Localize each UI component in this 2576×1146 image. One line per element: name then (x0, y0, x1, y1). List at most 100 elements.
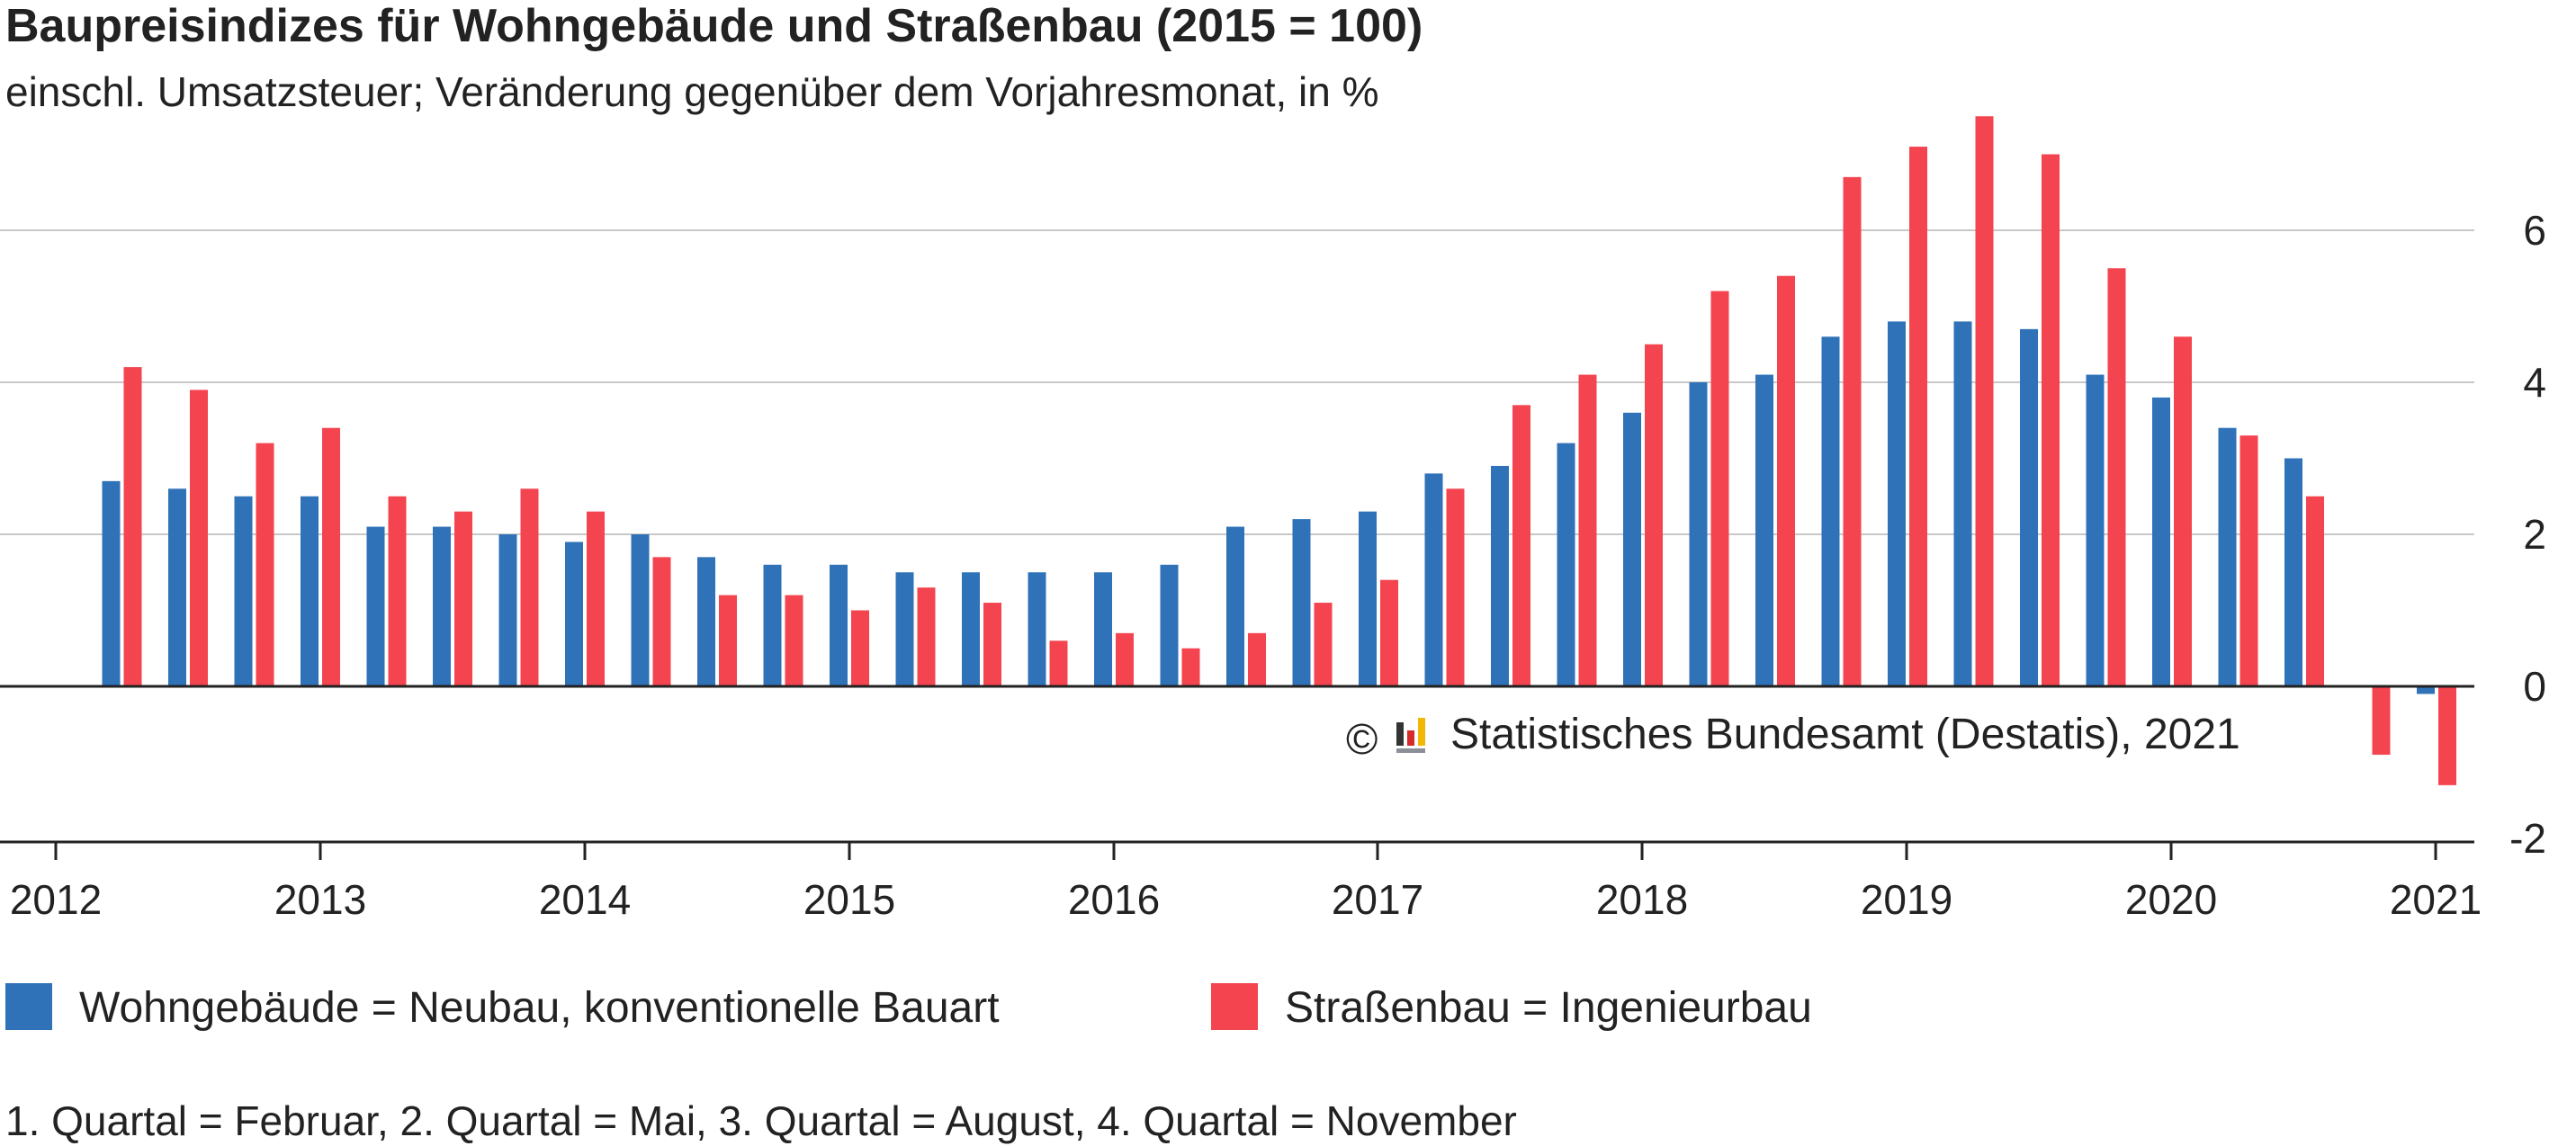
bar-strassenbau-2020-q2 (2239, 435, 2258, 686)
bar-strassenbau-2017-q1 (1380, 579, 1398, 686)
bar-strassenbau-2018-q4 (1843, 176, 1862, 687)
bar-wohngebaeude-2018-q4 (1821, 336, 1840, 686)
quarter-note: 1. Quartal = Februar, 2. Quartal = Mai, … (5, 1097, 1517, 1144)
bar-wohngebaeude-2017-q1 (1359, 511, 1377, 686)
y-tick-label-2: 2 (2523, 511, 2546, 558)
bar-wohngebaeude-2019-q2 (1953, 321, 1972, 686)
bar-wohngebaeude-2016-q2 (1160, 564, 1179, 686)
y-tick-label--2: -2 (2509, 815, 2546, 862)
bar-strassenbau-2013-q2 (388, 496, 407, 686)
bar-strassenbau-2021-q1 (2438, 686, 2456, 785)
chart-subtitle: einschl. Umsatzsteuer; Veränderung gegen… (5, 68, 1379, 115)
bar-wohngebaeude-2012-q3 (168, 488, 186, 686)
bar-strassenbau-2019-q2 (1975, 116, 1994, 686)
bar-strassenbau-2019-q1 (1909, 147, 1927, 687)
bar-wohngebaeude-2014-q4 (763, 564, 782, 686)
bar-wohngebaeude-2016-q1 (1094, 572, 1112, 686)
y-tick-label-0: 0 (2523, 663, 2546, 710)
bar-wohngebaeude-2013-q1 (301, 496, 319, 686)
bar-wohngebaeude-2013-q2 (366, 526, 385, 686)
destatis-logo-icon (1396, 718, 1425, 753)
x-tick-label-2021: 2021 (2390, 876, 2482, 923)
y-tick-labels: 6 4 2 0 -2 (2509, 207, 2546, 862)
x-tick-label-2019: 2019 (1861, 876, 1952, 923)
bar-strassenbau-2015-q1 (851, 610, 869, 686)
bar-strassenbau-2016-q4 (1314, 603, 1333, 686)
bar-wohngebaeude-2017-q4 (1557, 443, 1575, 686)
legend-label-wohngebaeude: Wohngebäude = Neubau, konventionelle Bau… (79, 984, 1000, 1032)
bar-strassenbau-2015-q3 (983, 603, 1001, 686)
x-tick-label-2014: 2014 (539, 876, 631, 923)
legend-swatch-strassenbau (1211, 983, 1258, 1030)
bar-strassenbau-2016-q1 (1116, 632, 1134, 686)
bar-strassenbau-2019-q4 (2107, 268, 2126, 686)
source-credit: © Statistisches Bundesamt (Destatis), 20… (1346, 711, 2240, 764)
bar-wohngebaeude-2018-q3 (1755, 374, 1773, 686)
bar-strassenbau-2017-q3 (1512, 405, 1530, 686)
y-tick-label-6: 6 (2523, 207, 2546, 254)
bar-strassenbau-2017-q4 (1578, 374, 1597, 686)
bar-wohngebaeude-2014-q2 (631, 534, 650, 686)
bar-wohngebaeude-2019-q3 (2020, 328, 2038, 686)
bar-strassenbau-2012-q2 (123, 367, 142, 686)
bar-strassenbau-2013-q1 (322, 427, 340, 686)
bar-wohngebaeude-2014-q1 (565, 542, 583, 686)
bar-strassenbau-2018-q3 (1777, 275, 1795, 686)
bar-wohngebaeude-2016-q3 (1226, 526, 1244, 686)
x-tick-label-2015: 2015 (803, 876, 895, 923)
bar-wohngebaeude-2012-q4 (234, 496, 253, 686)
x-tick-label-2020: 2020 (2125, 876, 2217, 923)
bar-strassenbau-2014-q4 (785, 595, 803, 686)
bar-wohngebaeude-2018-q1 (1623, 412, 1641, 686)
bar-strassenbau-2016-q3 (1248, 632, 1266, 686)
bar-wohngebaeude-2021-q1 (2417, 686, 2435, 694)
bar-strassenbau-2017-q2 (1446, 488, 1465, 686)
y-tick-label-4: 4 (2523, 359, 2546, 406)
bar-wohngebaeude-2014-q3 (697, 557, 715, 686)
bar-wohngebaeude-2019-q1 (1888, 321, 1906, 686)
x-tick-labels: 2012 2013 2014 2015 2016 2017 2018 2019 2020 2021 (10, 876, 2482, 923)
x-tick-label-2017: 2017 (1332, 876, 1423, 923)
bar-strassenbau-2015-q2 (917, 587, 936, 686)
bar-strassenbau-2018-q2 (1710, 291, 1729, 686)
bar-wohngebaeude-2015-q1 (830, 564, 848, 686)
bar-strassenbau-2020-q4 (2372, 686, 2391, 756)
bar-strassenbau-2015-q4 (1049, 640, 1068, 686)
bar-strassenbau-2013-q4 (520, 488, 539, 686)
bar-strassenbau-2020-q3 (2306, 496, 2324, 686)
bar-strassenbau-2014-q2 (652, 557, 671, 686)
bar-wohngebaeude-2019-q4 (2086, 374, 2105, 686)
bar-strassenbau-2012-q4 (256, 443, 274, 686)
bar-wohngebaeude-2015-q2 (895, 572, 914, 686)
source-text: Statistisches Bundesamt (Destatis), 2021 (1450, 711, 2240, 758)
bars (102, 116, 2456, 785)
bar-wohngebaeude-2013-q4 (498, 534, 517, 686)
bar-wohngebaeude-2020-q2 (2218, 427, 2237, 686)
bar-strassenbau-2012-q3 (190, 389, 208, 686)
bar-strassenbau-2019-q3 (2042, 154, 2060, 686)
bar-strassenbau-2016-q2 (1181, 648, 1200, 686)
bar-wohngebaeude-2015-q4 (1028, 572, 1046, 686)
bar-strassenbau-2018-q1 (1645, 344, 1663, 686)
chart-title: Baupreisindizes für Wohngebäude und Stra… (5, 0, 1423, 52)
legend-label-strassenbau: Straßenbau = Ingenieurbau (1285, 984, 1812, 1032)
bar-wohngebaeude-2015-q3 (962, 572, 980, 686)
bar-wohngebaeude-2017-q2 (1424, 473, 1443, 686)
bar-wohngebaeude-2020-q1 (2152, 397, 2170, 686)
bar-strassenbau-2014-q3 (719, 595, 737, 686)
bar-wohngebaeude-2012-q2 (102, 480, 121, 686)
bar-wohngebaeude-2018-q2 (1689, 382, 1708, 686)
legend-swatch-wohngebaeude (5, 983, 52, 1030)
bar-strassenbau-2020-q1 (2174, 336, 2192, 686)
x-tick-label-2012: 2012 (10, 876, 102, 923)
axes (0, 685, 2474, 860)
bar-wohngebaeude-2017-q3 (1491, 465, 1509, 686)
bar-wohngebaeude-2013-q3 (433, 526, 451, 686)
bar-strassenbau-2013-q3 (454, 511, 472, 686)
x-tick-label-2018: 2018 (1596, 876, 1688, 923)
bar-wohngebaeude-2016-q4 (1292, 519, 1311, 686)
bar-wohngebaeude-2020-q3 (2284, 458, 2302, 686)
x-tick-label-2013: 2013 (274, 876, 366, 923)
copyright-symbol: © (1346, 716, 1378, 764)
